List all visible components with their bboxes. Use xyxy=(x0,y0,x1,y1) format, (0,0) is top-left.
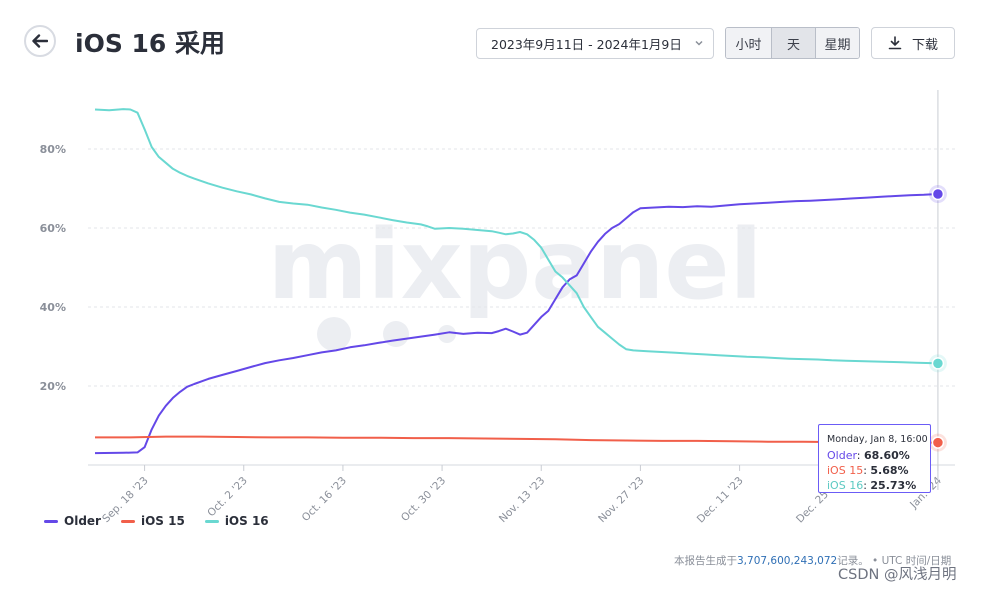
legend-swatch-ios16 xyxy=(204,519,219,523)
tooltip-name-ios15: iOS 15 xyxy=(827,464,864,477)
y-tick-label: 40% xyxy=(40,301,66,314)
tooltip-row-ios16: iOS 16: 25.73% xyxy=(827,479,917,492)
grid xyxy=(88,148,955,466)
x-tick-label: Oct. 2 '23 xyxy=(205,475,250,520)
series-line-older[interactable] xyxy=(94,193,938,455)
tooltip-title: Monday, Jan 8, 16:00 xyxy=(827,434,928,445)
x-tick-label: Oct. 16 '23 xyxy=(300,475,349,524)
footer-prefix: 本报告生成于 xyxy=(674,555,737,567)
legend-item-ios15[interactable]: iOS 15 xyxy=(120,514,185,528)
legend-item-ios16[interactable]: iOS 16 xyxy=(204,514,269,528)
legend-label-older: Older xyxy=(64,514,101,528)
granularity-toggle: 小时 天 星期 xyxy=(725,27,860,59)
hover-point-ios15 xyxy=(931,436,945,449)
date-range-picker[interactable]: 2023年9月11日 - 2024年1月9日 xyxy=(476,28,714,59)
granularity-week[interactable]: 星期 xyxy=(815,28,859,58)
series-lines[interactable] xyxy=(94,108,938,455)
report-footer: 本报告生成于3,707,600,243,072记录。 • UTC 时间/日期 xyxy=(674,553,951,568)
page-title: iOS 16 采用 xyxy=(75,29,226,58)
tooltip-name-ios16: iOS 16 xyxy=(827,479,864,492)
footer-suffix: 记录。 • UTC 时间/日期 xyxy=(837,555,952,567)
chevron-down-icon xyxy=(695,40,703,46)
arrow-left-icon xyxy=(32,34,48,48)
x-tick-label: Nov. 27 '23 xyxy=(596,475,646,525)
source-credit: CSDN @风浅月明 xyxy=(838,567,957,583)
legend: Older iOS 15 iOS 16 xyxy=(44,514,269,528)
legend-label-ios15: iOS 15 xyxy=(140,514,185,528)
watermark-dot-small xyxy=(438,325,456,343)
y-tick-label: 20% xyxy=(40,380,66,393)
legend-swatch-older xyxy=(44,519,58,523)
hover-markers xyxy=(928,185,947,452)
x-tick-label: Oct. 30 '23 xyxy=(399,475,448,524)
series-line-ios15[interactable] xyxy=(95,435,938,444)
hover-point-ios16 xyxy=(931,357,945,370)
hover-tooltip: Monday, Jan 8, 16:00 Older: 68.60% iOS 1… xyxy=(818,424,931,493)
download-button[interactable]: 下载 xyxy=(871,27,955,59)
mixpanel-watermark: mixpanel xyxy=(268,209,763,321)
back-button[interactable] xyxy=(24,25,56,57)
series-line-ios16[interactable] xyxy=(94,108,938,365)
watermark-dot-medium xyxy=(383,321,409,347)
tooltip-value-ios16: 25.73% xyxy=(870,479,917,492)
tooltip-value-older: 68.60% xyxy=(864,449,910,462)
x-tick-label: Nov. 13 '23 xyxy=(497,475,547,525)
tooltip-name-older: Older xyxy=(827,449,857,462)
y-axis: 20% 40% 60% 80% xyxy=(40,143,66,393)
granularity-hour[interactable]: 小时 xyxy=(726,28,771,58)
tooltip-row-older: Older: 68.60% xyxy=(827,449,910,462)
legend-label-ios16: iOS 16 xyxy=(224,514,269,528)
date-range-label: 2023年9月11日 - 2024年1月9日 xyxy=(491,37,682,52)
y-tick-label: 60% xyxy=(40,222,66,235)
download-icon xyxy=(888,36,902,50)
tooltip-value-ios15: 5.68% xyxy=(870,464,909,477)
granularity-day[interactable]: 天 xyxy=(771,28,815,58)
x-tick-label: Dec. 11 '23 xyxy=(695,475,746,526)
legend-swatch-ios15 xyxy=(120,519,135,523)
watermark-dot-large xyxy=(317,317,351,351)
legend-item-older[interactable]: Older xyxy=(44,514,101,528)
download-label: 下载 xyxy=(911,37,938,53)
y-tick-label: 80% xyxy=(40,143,66,156)
record-count: 3,707,600,243,072 xyxy=(737,555,838,567)
tooltip-row-ios15: iOS 15: 5.68% xyxy=(827,464,909,477)
hover-point-older xyxy=(931,187,945,201)
